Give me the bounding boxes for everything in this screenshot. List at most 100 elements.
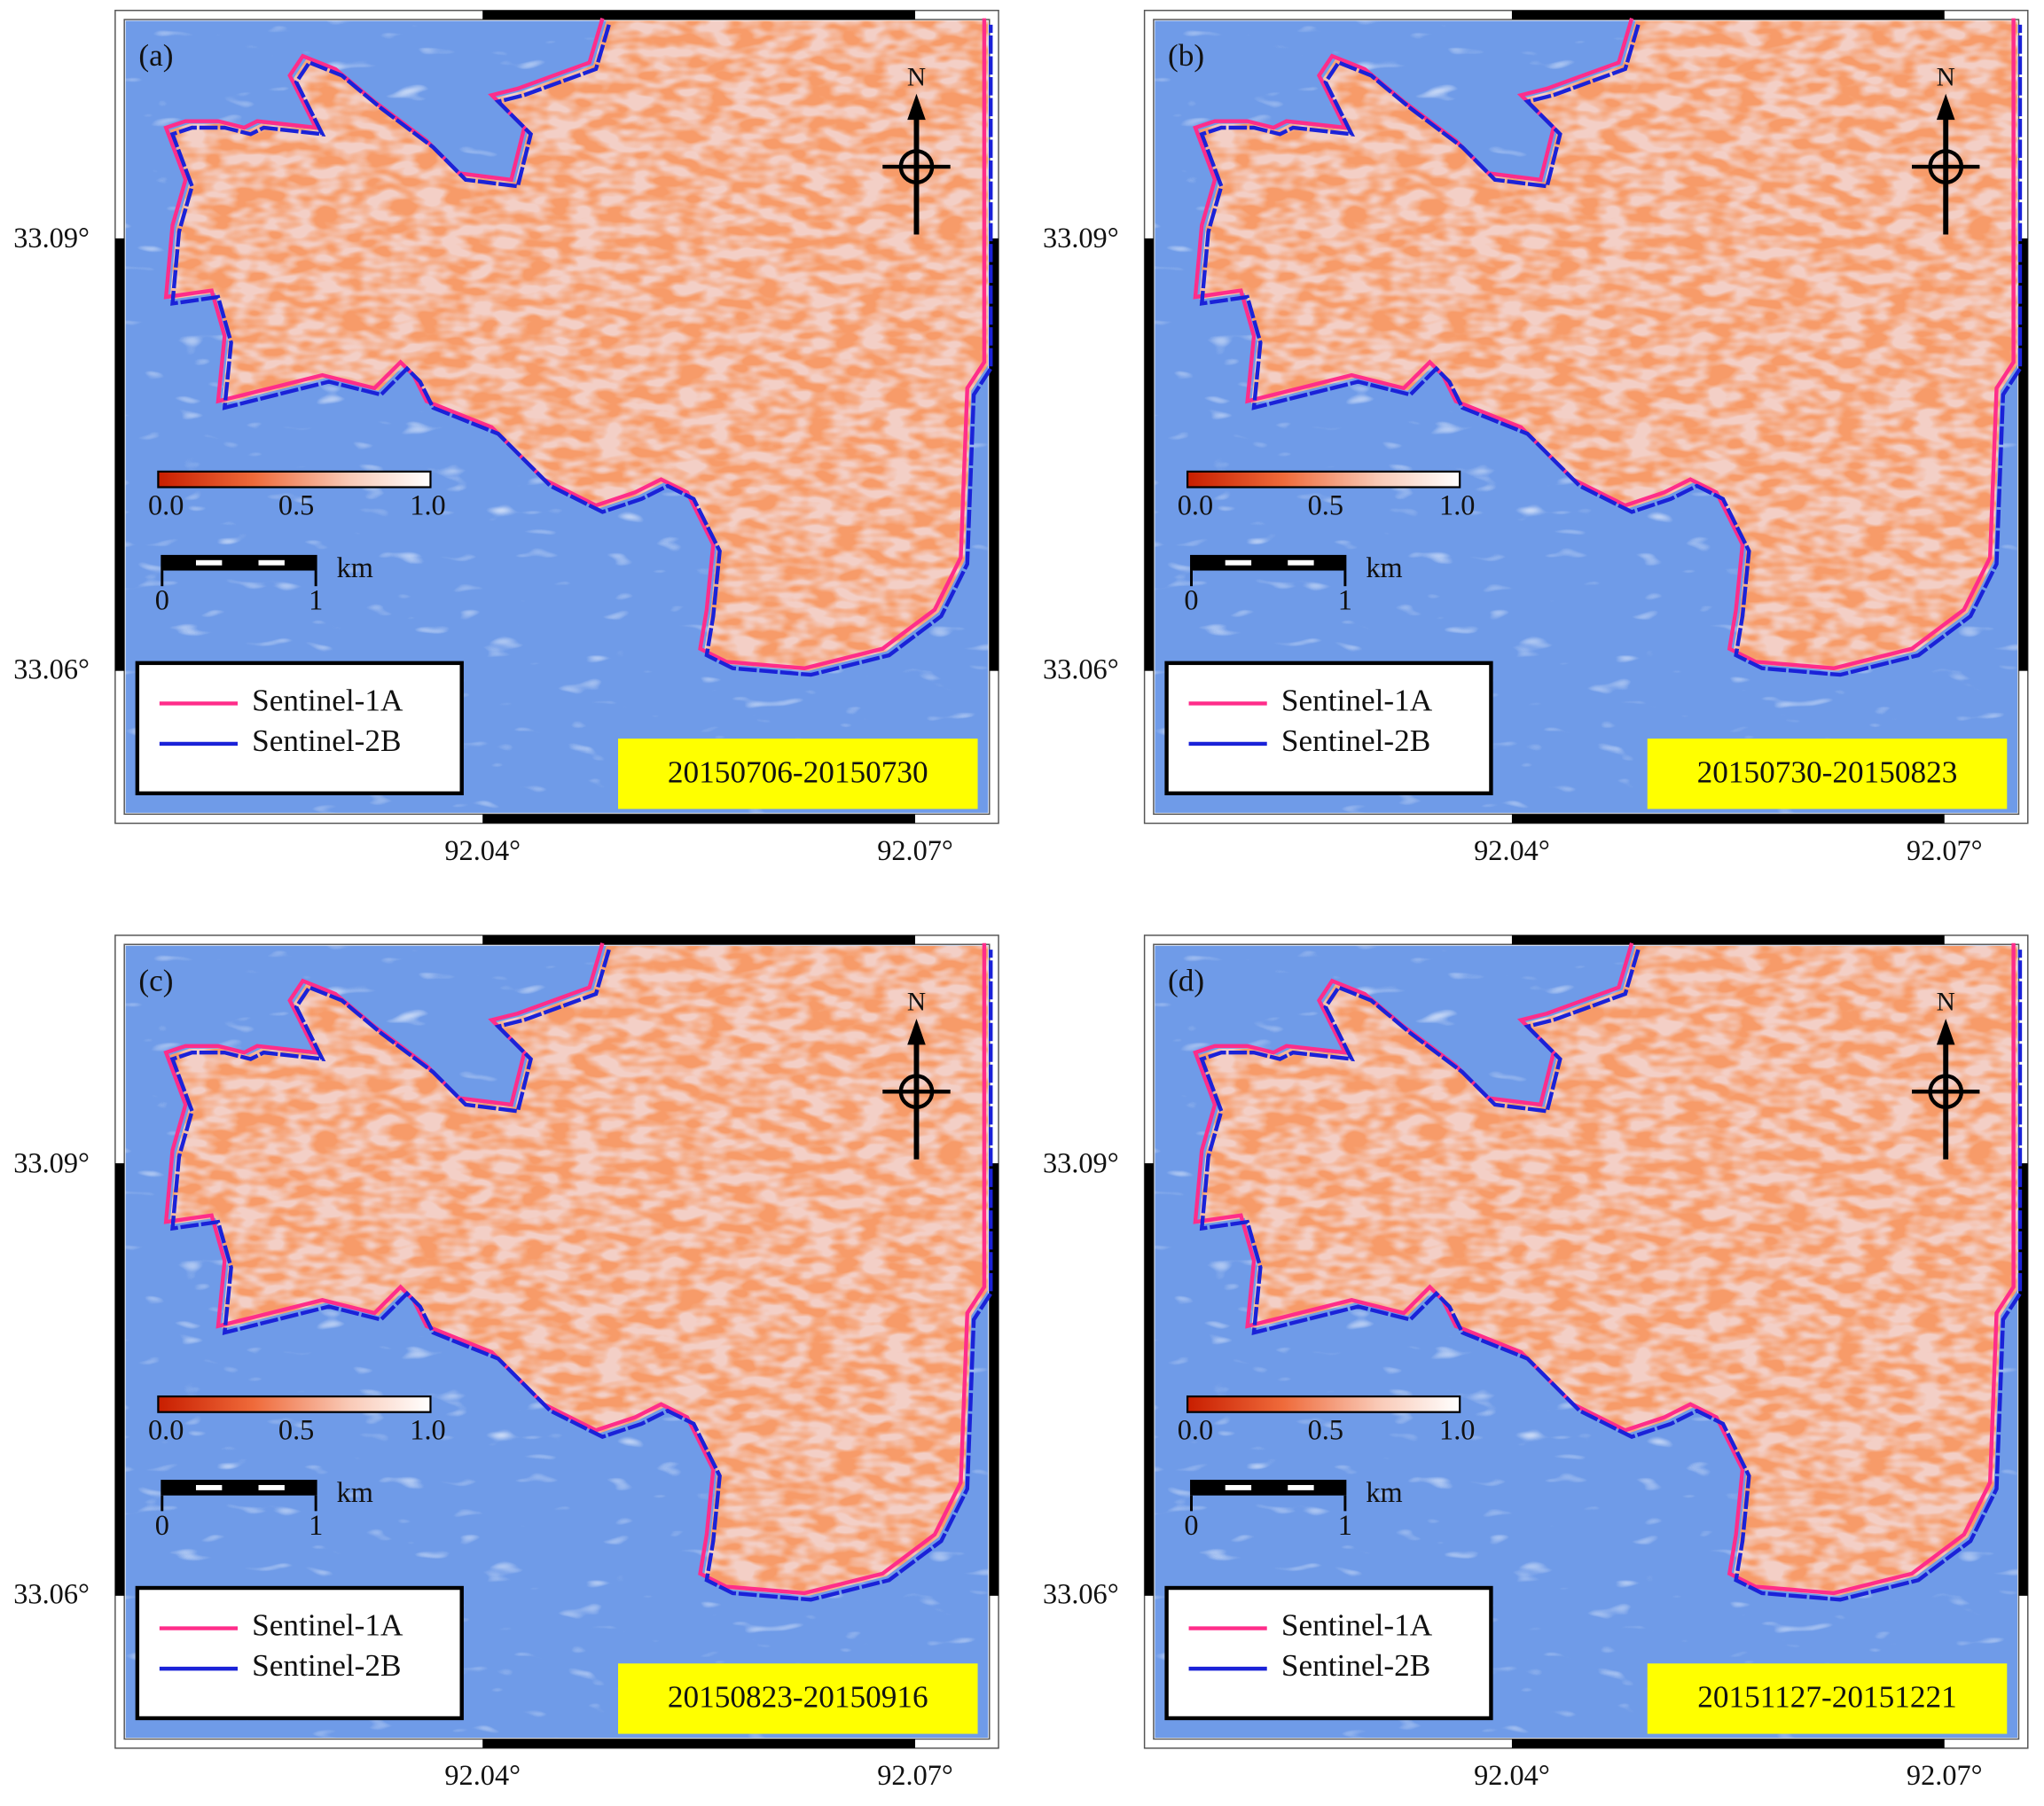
legend-label: Sentinel-1A <box>252 683 403 717</box>
lat-label: 33.09° <box>13 1146 90 1178</box>
north-label: N <box>907 989 926 1017</box>
scale-label: 1 <box>309 584 323 616</box>
scale-label: 1 <box>1338 584 1352 616</box>
scale-dash <box>1225 559 1252 566</box>
map-panel: (a) N 0.0 0.5 1.0 0 1 km Sentinel-1A Sentinel-2B 2… <box>13 10 999 866</box>
date-box <box>618 1663 978 1734</box>
scale-bar <box>161 1480 317 1496</box>
north-label: N <box>1937 989 1955 1017</box>
lat-label: 33.06° <box>13 1578 90 1610</box>
scale-label: 1 <box>309 1509 323 1541</box>
frame-bar <box>989 1163 999 1596</box>
date-box <box>1647 1663 2008 1734</box>
scale-dash <box>1288 559 1314 566</box>
frame-bar <box>989 238 999 671</box>
frame-bar <box>114 238 125 671</box>
lon-label: 92.07° <box>1907 834 1983 866</box>
lon-label: 92.07° <box>877 834 953 866</box>
colorbar <box>1186 470 1461 489</box>
lon-label: 92.04° <box>1474 834 1550 866</box>
lon-label: 92.04° <box>1474 1759 1550 1791</box>
outline-s2b <box>1199 949 2023 1602</box>
panel-label: (c) <box>138 963 173 997</box>
legend-box <box>1164 1585 1493 1721</box>
scale-label: 0 <box>1184 1509 1198 1541</box>
colorbar-tick-label: 0.0 <box>1178 489 1213 520</box>
date-range: 20150730-20150823 <box>1697 754 1958 789</box>
frame-bar <box>114 1163 125 1596</box>
lon-label: 92.07° <box>877 1759 953 1791</box>
frame-bar <box>482 814 916 824</box>
scale-unit: km <box>337 1476 373 1508</box>
north-head <box>1936 93 1955 121</box>
north-label: N <box>907 63 926 91</box>
frame-bar <box>1511 814 1945 824</box>
legend-label: Sentinel-2B <box>1281 723 1430 758</box>
lat-label: 33.09° <box>13 222 90 254</box>
colorbar-tick-label: 1.0 <box>1439 1414 1475 1446</box>
panel-label: (b) <box>1168 38 1204 73</box>
lon-label: 92.04° <box>444 1759 521 1791</box>
colorbar <box>157 470 432 489</box>
map-panel: (b) N 0.0 0.5 1.0 0 1 km Sentinel-1A Sentinel-2B 2… <box>1043 10 2029 866</box>
colorbar-tick-label: 1.0 <box>410 1414 445 1446</box>
colorbar-tick-label: 0.5 <box>1308 489 1343 520</box>
lat-label: 33.06° <box>1043 653 1119 685</box>
legend-label: Sentinel-2B <box>1281 1648 1430 1683</box>
scale-dash <box>258 559 285 566</box>
date-range: 20151127-20151221 <box>1697 1679 1956 1714</box>
scale-bar <box>1190 554 1347 571</box>
frame-bar <box>482 1739 916 1748</box>
legend-label: Sentinel-2B <box>252 1648 401 1683</box>
date-box <box>618 739 978 809</box>
colorbar-tick-label: 0.0 <box>1178 1414 1213 1446</box>
lat-label: 33.09° <box>1043 222 1119 254</box>
legend-label: Sentinel-1A <box>1281 683 1433 717</box>
north-head <box>907 93 926 121</box>
lon-label: 92.07° <box>1907 1759 1983 1791</box>
scale-bar <box>1190 1480 1347 1496</box>
map-panel: (c) N 0.0 0.5 1.0 0 1 km Sentinel-1A Sentinel-2B 2… <box>13 934 999 1791</box>
scale-unit: km <box>337 551 373 583</box>
legend-label: Sentinel-1A <box>1281 1608 1433 1643</box>
legend-box <box>135 661 464 795</box>
frame-bar <box>2018 238 2028 671</box>
scale-label: 0 <box>155 584 169 616</box>
outline-s2b <box>169 949 993 1602</box>
scale-dash <box>195 559 223 566</box>
colorbar-tick-label: 1.0 <box>1439 489 1475 520</box>
panel-label: (a) <box>138 38 173 73</box>
colorbar <box>157 1395 432 1413</box>
colorbar-tick-label: 0.5 <box>278 1414 314 1446</box>
scale-unit: km <box>1366 1476 1402 1508</box>
frame-bar <box>482 934 916 945</box>
north-head <box>907 1018 926 1045</box>
scale-dash <box>195 1484 223 1490</box>
panel-label: (d) <box>1168 963 1204 997</box>
colorbar-tick-label: 0.5 <box>1308 1414 1343 1446</box>
scale-unit: km <box>1366 551 1402 583</box>
scale-dash <box>1288 1484 1314 1490</box>
colorbar <box>1186 1395 1461 1413</box>
scale-dash <box>258 1484 285 1490</box>
date-range: 20150823-20150916 <box>668 1679 928 1714</box>
legend-box <box>1164 661 1493 795</box>
outline-s2b <box>1199 24 2023 677</box>
scale-dash <box>1225 1484 1252 1490</box>
frame-bar <box>1511 1739 1945 1748</box>
frame-bar <box>1511 10 1945 20</box>
date-range: 20150706-20150730 <box>668 754 928 789</box>
legend-label: Sentinel-1A <box>252 1608 403 1643</box>
lon-label: 92.04° <box>444 834 521 866</box>
frame-bar <box>1511 934 1945 945</box>
lat-label: 33.09° <box>1043 1146 1119 1178</box>
scale-bar <box>161 554 317 571</box>
scale-label: 1 <box>1338 1509 1352 1541</box>
colorbar-tick-label: 0.0 <box>148 489 184 520</box>
map-panel: (d) N 0.0 0.5 1.0 0 1 km Sentinel-1A Sentinel-2B 2… <box>1043 934 2029 1791</box>
north-label: N <box>1937 63 1955 91</box>
colorbar-tick-label: 1.0 <box>410 489 445 520</box>
date-box <box>1647 739 2008 809</box>
